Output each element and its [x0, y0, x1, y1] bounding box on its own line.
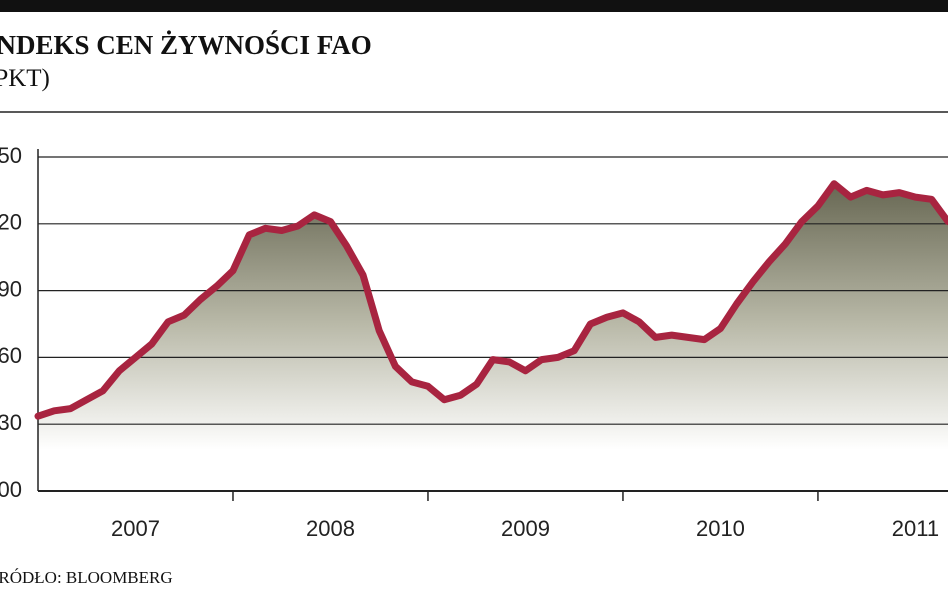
- chart-subtitle: (PKT): [0, 65, 50, 92]
- x-tick-label: 2011: [892, 516, 939, 541]
- x-tick-label: 2008: [306, 516, 355, 541]
- y-tick-label: 220: [0, 210, 22, 235]
- y-tick-label: 190: [0, 276, 22, 301]
- area-fill: [38, 183, 948, 491]
- top-bar: [0, 0, 948, 12]
- x-tick-label: 2007: [111, 516, 160, 541]
- y-tick-label: 160: [0, 343, 22, 368]
- x-tick-label: 2009: [501, 516, 550, 541]
- y-tick-label: 250: [0, 143, 22, 168]
- series-line: [34, 180, 948, 420]
- chart-title: INDEKS CEN ŻYWNOŚCI FAO: [0, 30, 372, 60]
- y-tick-label: 100: [0, 477, 22, 502]
- plot: 100 130 160 190 220 250 2007 2008 2009 2010 2011: [0, 143, 948, 541]
- y-tick-label: 130: [0, 410, 22, 435]
- source: ŹRÓDŁO: BLOOMBERG: [0, 568, 173, 587]
- x-tick-label: 2010: [696, 516, 745, 541]
